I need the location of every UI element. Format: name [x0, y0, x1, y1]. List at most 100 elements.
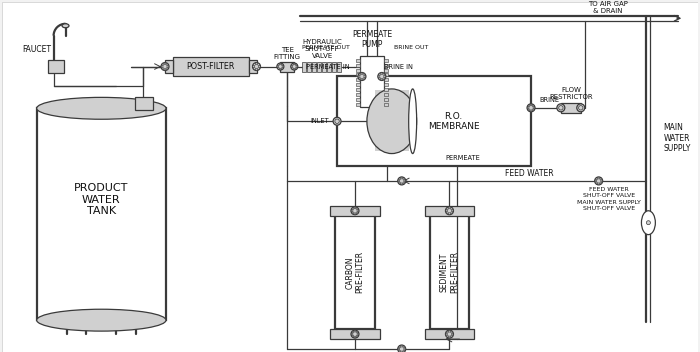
Circle shape: [598, 183, 599, 185]
Circle shape: [398, 345, 406, 352]
Circle shape: [361, 73, 363, 75]
Circle shape: [646, 221, 650, 225]
Circle shape: [595, 180, 596, 182]
Circle shape: [363, 78, 365, 80]
Bar: [248, 59, 256, 74]
Bar: [384, 98, 388, 101]
Circle shape: [290, 63, 298, 70]
Circle shape: [447, 331, 448, 333]
Circle shape: [359, 78, 360, 80]
Bar: [356, 74, 360, 76]
Text: PERMEATE
PUMP: PERMEATE PUMP: [352, 30, 392, 49]
Text: PERMEATE IN: PERMEATE IN: [307, 63, 350, 70]
Circle shape: [352, 331, 354, 333]
Bar: [384, 78, 388, 81]
Circle shape: [451, 212, 452, 214]
Circle shape: [533, 107, 535, 109]
Circle shape: [335, 119, 339, 124]
Bar: [375, 90, 409, 151]
Circle shape: [398, 177, 406, 185]
Circle shape: [399, 346, 400, 348]
Circle shape: [379, 78, 381, 80]
Text: SEDIMENT
PRE-FILTER: SEDIMENT PRE-FILTER: [440, 251, 459, 294]
Circle shape: [162, 68, 164, 69]
Text: FEED WATER
SHUT-OFF VALVE: FEED WATER SHUT-OFF VALVE: [582, 188, 635, 198]
Circle shape: [356, 212, 358, 214]
Circle shape: [253, 63, 260, 70]
Text: FAUCET: FAUCET: [22, 45, 51, 54]
Text: FEED WATER: FEED WATER: [505, 169, 554, 178]
Circle shape: [401, 351, 402, 352]
Circle shape: [451, 331, 452, 333]
Circle shape: [447, 208, 448, 209]
Circle shape: [447, 335, 448, 337]
Circle shape: [333, 117, 341, 125]
Text: TO AIR GAP
& DRAIN: TO AIR GAP & DRAIN: [588, 1, 628, 14]
Text: CARBON
PRE-FILTER: CARBON PRE-FILTER: [345, 251, 365, 294]
Circle shape: [357, 210, 358, 212]
Circle shape: [351, 210, 353, 212]
Bar: [356, 93, 360, 96]
Bar: [356, 103, 360, 106]
Circle shape: [598, 177, 599, 179]
Text: INLET: INLET: [311, 118, 329, 124]
Circle shape: [277, 63, 284, 70]
Ellipse shape: [62, 24, 69, 28]
Circle shape: [258, 66, 260, 68]
Circle shape: [351, 333, 353, 335]
Circle shape: [449, 331, 450, 332]
Ellipse shape: [409, 89, 416, 153]
Bar: [335, 215, 375, 329]
Circle shape: [384, 76, 386, 77]
Circle shape: [295, 68, 297, 69]
Bar: [173, 57, 248, 76]
Circle shape: [449, 336, 450, 338]
Circle shape: [527, 104, 535, 112]
Circle shape: [161, 63, 169, 70]
Circle shape: [445, 330, 454, 338]
Text: POST-FILTER: POST-FILTER: [187, 62, 235, 71]
Bar: [384, 64, 388, 67]
Circle shape: [378, 73, 386, 81]
Circle shape: [383, 78, 385, 80]
Circle shape: [253, 68, 256, 69]
Text: R.O.
MEMBRANE: R.O. MEMBRANE: [428, 112, 480, 131]
Circle shape: [161, 66, 163, 68]
Circle shape: [351, 330, 359, 338]
Circle shape: [256, 63, 258, 64]
Bar: [317, 62, 321, 71]
Circle shape: [281, 64, 283, 65]
Circle shape: [295, 64, 297, 65]
Circle shape: [278, 68, 279, 69]
Circle shape: [452, 333, 453, 335]
Circle shape: [446, 333, 447, 335]
Bar: [384, 88, 388, 92]
Circle shape: [401, 345, 402, 347]
Bar: [356, 78, 360, 81]
Bar: [425, 329, 475, 339]
Circle shape: [381, 78, 383, 80]
Circle shape: [358, 73, 366, 81]
Circle shape: [399, 182, 400, 184]
Circle shape: [364, 76, 365, 77]
Circle shape: [279, 63, 281, 65]
Bar: [384, 69, 388, 71]
Circle shape: [352, 335, 354, 337]
Text: BRINE IN: BRINE IN: [384, 63, 413, 70]
Circle shape: [530, 110, 532, 112]
Text: MAIN WATER SUPPLY
SHUT-OFF VALVE: MAIN WATER SUPPLY SHUT-OFF VALVE: [577, 200, 640, 211]
Bar: [165, 59, 173, 74]
Circle shape: [381, 73, 383, 75]
Circle shape: [253, 66, 255, 68]
Circle shape: [293, 63, 295, 65]
Circle shape: [404, 180, 405, 182]
Ellipse shape: [641, 211, 655, 235]
Circle shape: [596, 178, 598, 180]
Text: BRINE: BRINE: [539, 97, 559, 103]
Bar: [384, 83, 388, 87]
Ellipse shape: [36, 309, 166, 331]
Circle shape: [356, 331, 358, 333]
Circle shape: [166, 68, 168, 69]
Bar: [36, 108, 166, 320]
Circle shape: [446, 210, 447, 212]
